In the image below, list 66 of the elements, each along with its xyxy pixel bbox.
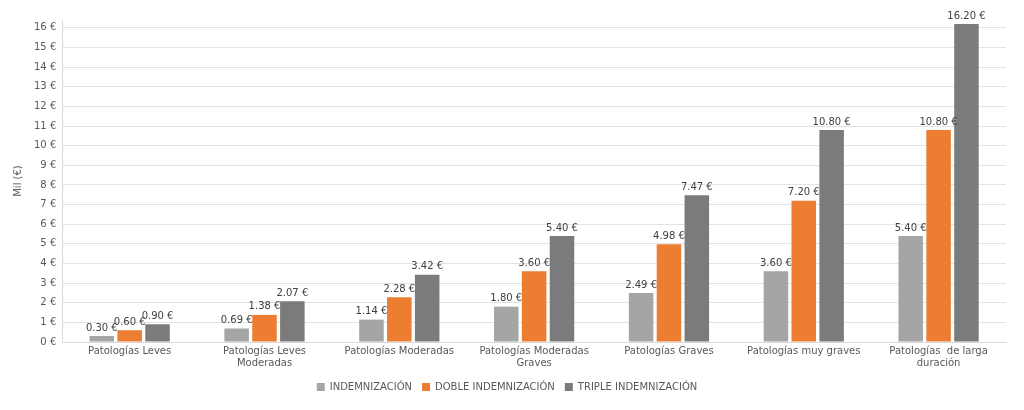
y-tick-label: 1 €	[40, 315, 57, 327]
legend-label: INDEMNIZACIÓN	[329, 379, 413, 392]
bar	[252, 314, 277, 342]
x-tick-label: Patologías Leves	[88, 344, 172, 356]
bar	[684, 195, 710, 342]
y-tick-label: 7 €	[40, 198, 57, 210]
data-label: 10.80 €	[812, 115, 851, 127]
y-tick-label: 5 €	[40, 237, 57, 249]
y-tick-label: 14 €	[34, 60, 57, 72]
data-label: 2.28 €	[383, 282, 416, 294]
x-tick-label: Patologías Moderadas	[344, 344, 455, 356]
y-tick-label: 10 €	[34, 139, 57, 151]
data-label: 4.98 €	[653, 229, 685, 241]
bar	[763, 271, 789, 342]
bar	[414, 274, 440, 342]
x-tick-label: Patologías muy graves	[747, 344, 861, 356]
y-tick-label: 16 €	[34, 21, 57, 33]
bar	[145, 324, 170, 342]
x-tick-label: Patologías Moderadas Graves	[479, 344, 589, 368]
x-tick-label: Patologías Leves Moderadas	[222, 344, 307, 368]
data-label: 10.80 €	[919, 115, 958, 127]
y-tick-label: 12 €	[34, 99, 57, 111]
bar	[89, 336, 115, 342]
y-tick-label: 6 €	[40, 217, 57, 229]
y-tick-label: 3 €	[40, 276, 57, 288]
bar	[280, 301, 305, 342]
legend-label: TRIPLE INDEMNIZACIÓN	[576, 379, 698, 392]
bar	[819, 129, 844, 342]
y-tick-label: 2 €	[40, 296, 57, 308]
data-label: 3.42 €	[411, 260, 444, 272]
data-label: 16.20 €	[947, 9, 986, 21]
bar	[494, 306, 519, 342]
data-label: 7.20 €	[787, 186, 820, 198]
data-label: 0.69 €	[220, 314, 253, 326]
bar	[549, 235, 575, 342]
y-tick-label: 0 €	[40, 335, 57, 347]
bar	[656, 244, 682, 342]
y-tick-label: 11 €	[34, 119, 57, 131]
data-label: 7.47 €	[680, 180, 713, 192]
data-label: 5.40 €	[894, 221, 927, 233]
data-label: 1.80 €	[490, 292, 523, 304]
bar	[628, 293, 654, 342]
bar	[898, 235, 923, 342]
data-label: 3.60 €	[760, 256, 792, 268]
data-label: 2.49 €	[625, 278, 657, 290]
y-tick-label: 8 €	[40, 178, 57, 190]
data-label: 1.38 €	[248, 300, 281, 312]
y-axis-title: Mil (€)	[11, 165, 23, 197]
data-label: 2.07 €	[276, 286, 309, 298]
data-label: 5.40 €	[546, 221, 578, 233]
bar	[926, 129, 951, 342]
data-label: 3.60 €	[518, 256, 551, 268]
bar	[117, 330, 142, 342]
legend-label: DOBLE INDEMNIZACIÓN	[435, 379, 555, 392]
data-label: 1.14 €	[355, 305, 388, 317]
y-tick-label: 13 €	[34, 80, 57, 92]
bar	[359, 319, 384, 342]
bar	[791, 200, 817, 342]
y-tick-label: 9 €	[40, 158, 57, 170]
y-tick-label: 15 €	[34, 41, 57, 53]
bar	[387, 297, 412, 342]
bar	[521, 271, 547, 342]
x-tick-label: Patologías Graves	[624, 344, 714, 356]
x-tick-label: Patologías de larga duración	[889, 344, 988, 368]
y-tick-label: 4 €	[40, 257, 57, 269]
bar	[224, 328, 249, 342]
